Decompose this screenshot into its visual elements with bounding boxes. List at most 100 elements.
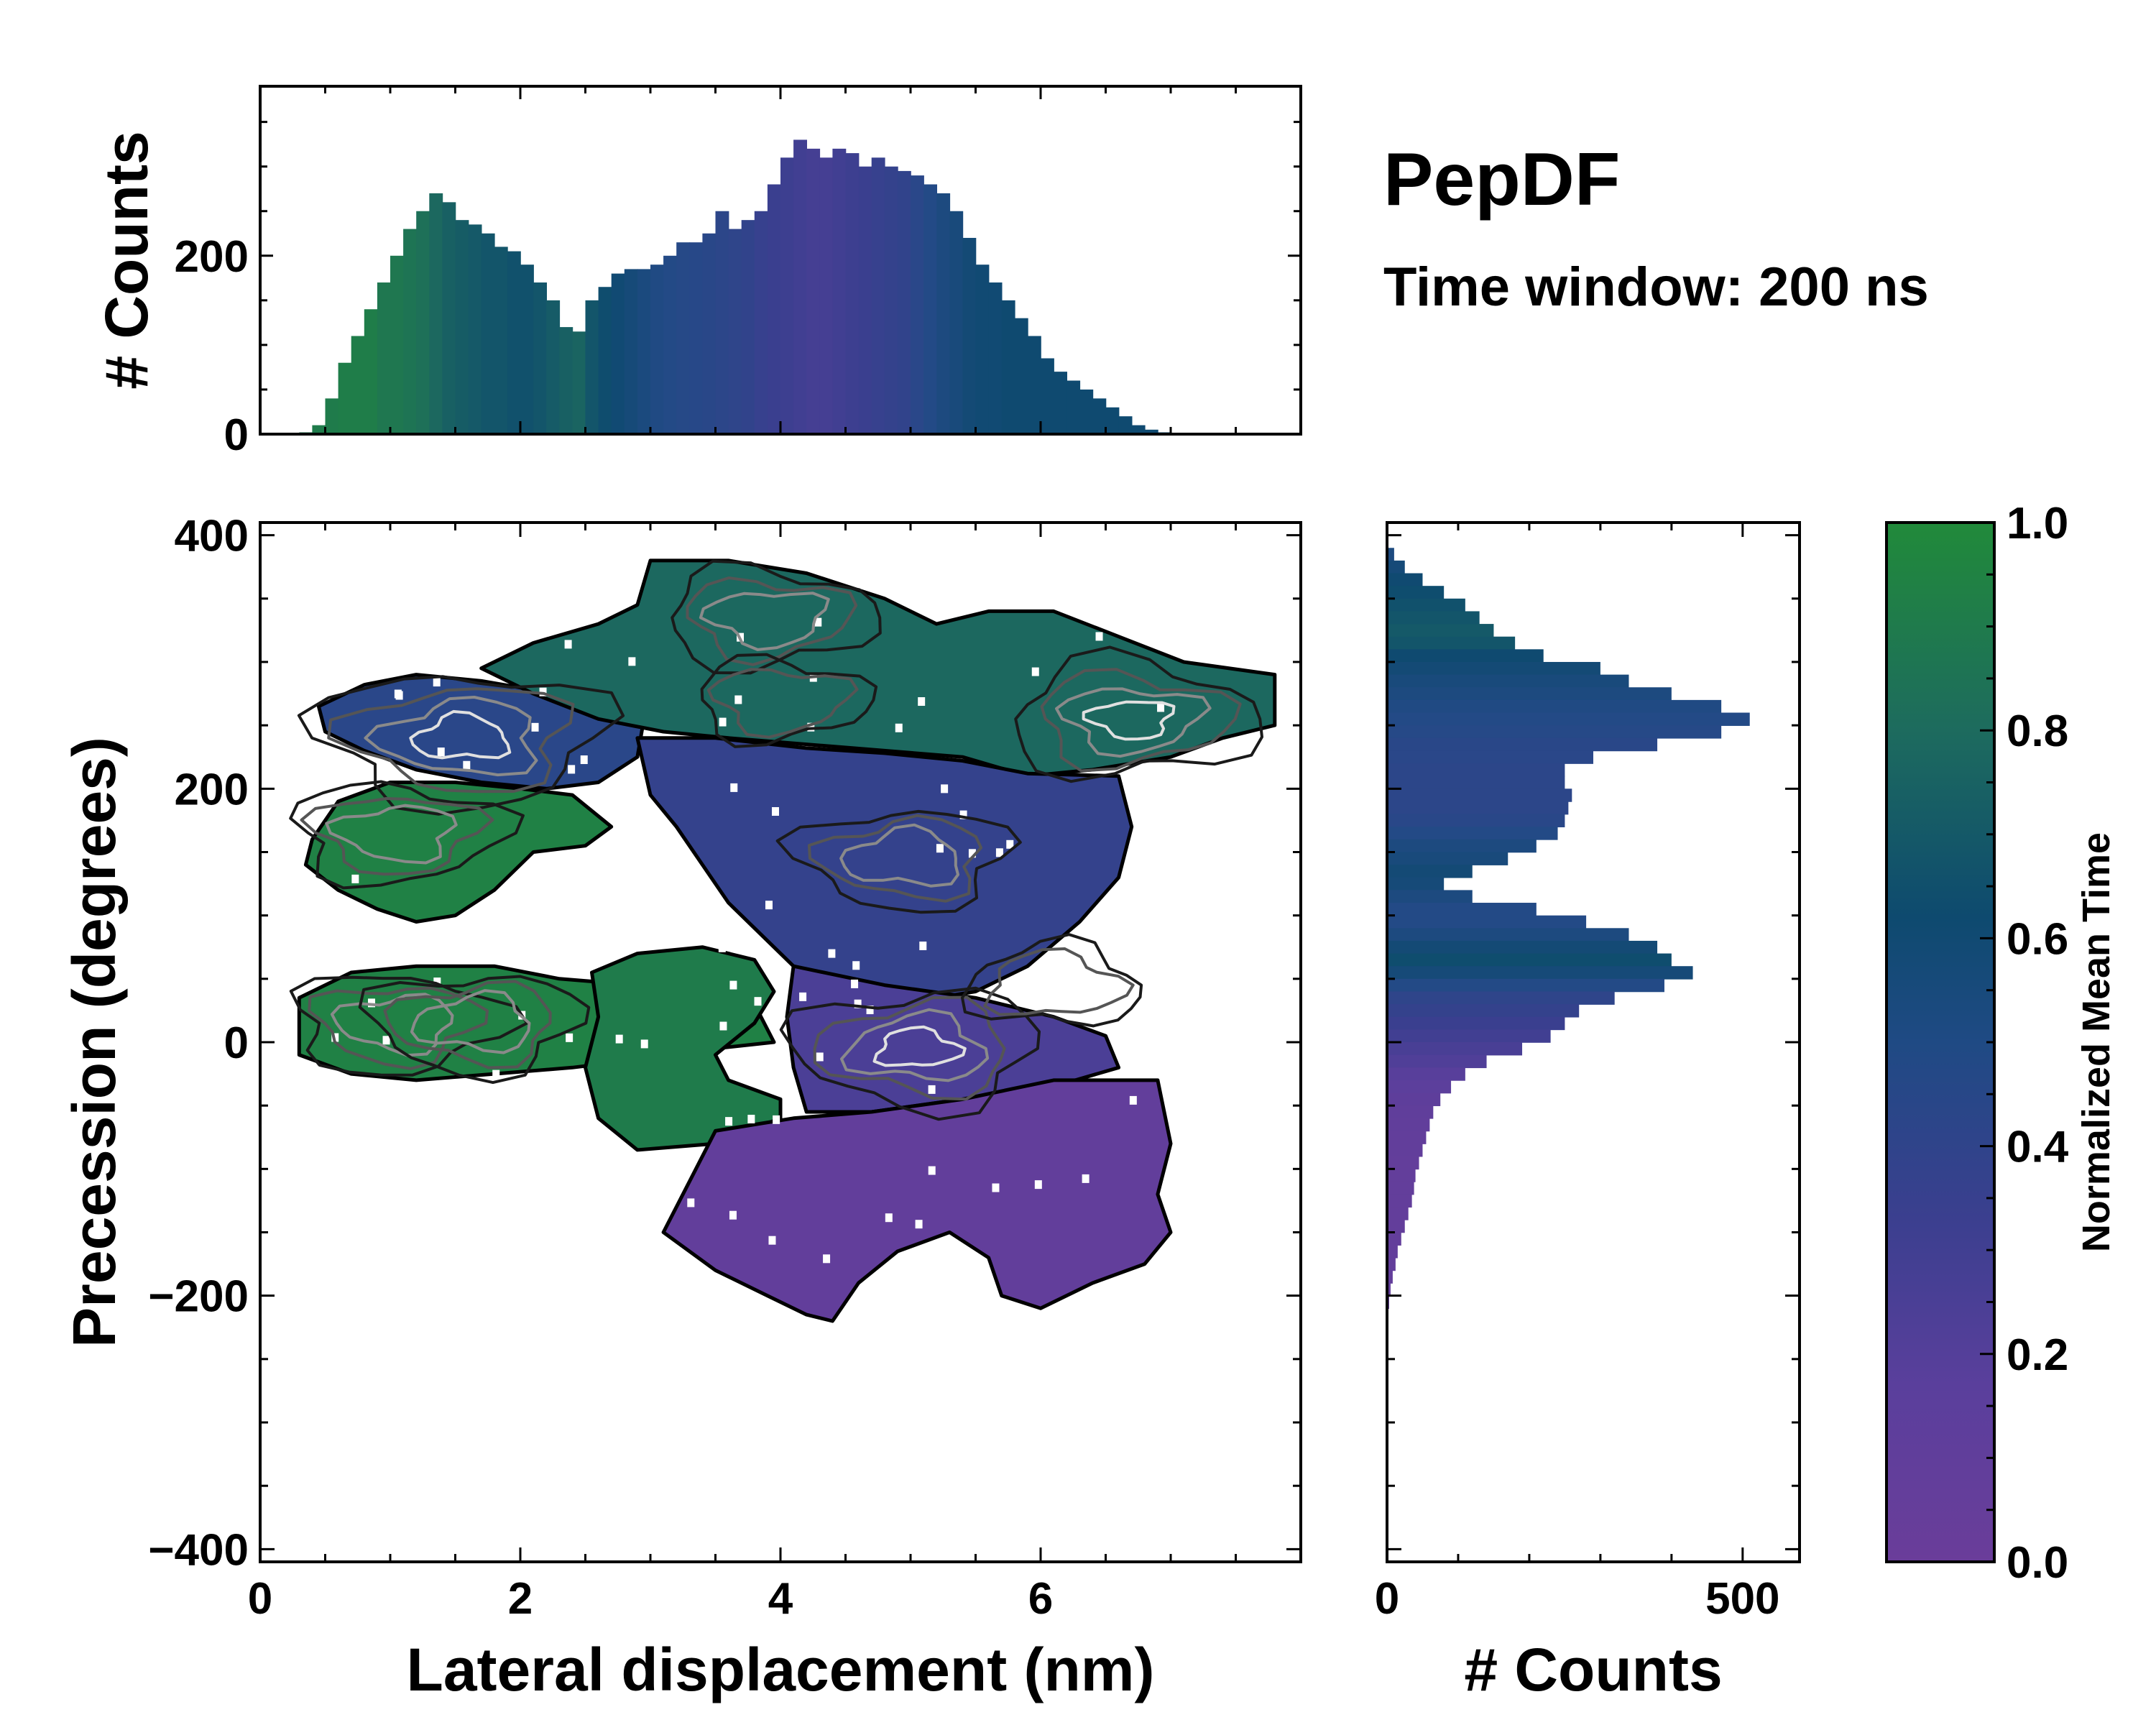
heatmap-empty-pixel (473, 1269, 481, 1279)
top-histogram-bar (780, 157, 794, 434)
heatmap-empty-pixel (437, 748, 445, 757)
right-histogram-bar (1387, 827, 1558, 840)
heatmap-empty-pixel (828, 949, 836, 958)
top-histogram-bar (715, 211, 729, 434)
heatmap-empty-pixel (765, 901, 773, 910)
heatmap-empty-pixel (396, 660, 404, 669)
heatmap-empty-pixel (478, 620, 486, 630)
main-y-tick-label: −200 (148, 1272, 249, 1322)
top-histogram-bar (494, 247, 508, 434)
heatmap-contour (364, 696, 538, 777)
heatmap-empty-pixel (492, 1070, 500, 1079)
right-histogram-bar (1387, 1016, 1565, 1031)
heatmap-empty-pixel (382, 1036, 390, 1045)
top-histogram-bar (871, 157, 885, 434)
right-histogram-bar (1387, 839, 1537, 853)
heatmap-region (479, 558, 1277, 778)
colorbar-tick-label: 0.0 (2007, 1538, 2068, 1588)
heatmap-contour (297, 675, 625, 816)
top-histogram-bar (1144, 429, 1158, 434)
heatmap-empty-pixel (447, 1123, 455, 1132)
heatmap-empty-pixel (1182, 1056, 1190, 1065)
right-histogram-bar (1387, 586, 1445, 599)
heatmap-empty-pixel (1082, 1174, 1089, 1183)
right-histogram-bar (1387, 636, 1516, 650)
top-histogram-bar (819, 157, 834, 434)
heatmap-empty-pixel (919, 941, 927, 950)
right-histogram-bar (1387, 1042, 1523, 1056)
right-histogram-bar (1387, 928, 1629, 942)
right-histogram-bar (1387, 712, 1750, 726)
right-histogram-bar (1387, 1270, 1393, 1284)
heatmap-contour (358, 975, 591, 1085)
right-histogram-bar (1387, 1080, 1452, 1094)
heatmap-empty-pixel (823, 1254, 831, 1264)
heatmap-empty-pixel (476, 1246, 484, 1255)
top-histogram-bar (897, 170, 911, 434)
right-histogram-bar (1387, 737, 1658, 752)
heatmap-region (661, 1078, 1173, 1323)
top-histogram-bar (1067, 380, 1081, 434)
main-y-tick-label: 400 (175, 512, 249, 561)
heatmap-empty-pixel (915, 1220, 923, 1229)
heatmap-empty-pixel (562, 1114, 570, 1123)
right-histogram-bar (1387, 611, 1480, 625)
heatmap-contour (671, 559, 882, 675)
heatmap-empty-pixel (928, 1085, 936, 1094)
right-histogram-bar (1387, 978, 1664, 993)
heatmap-empty-pixel (615, 1034, 623, 1044)
top-histogram-bar (338, 362, 352, 434)
heatmap-empty-pixel (866, 1006, 874, 1015)
top-histogram-bar (429, 193, 443, 434)
main-x-tick-label: 0 (248, 1574, 272, 1624)
colorbar-tick-label: 0.8 (2007, 707, 2068, 756)
right-marginal-histogram: 0 500 # Counts (1375, 521, 1801, 1703)
heatmap-empty-pixel (729, 980, 737, 990)
right-x-tick-label: 500 (1705, 1574, 1779, 1624)
top-histogram-bar (377, 282, 391, 434)
heatmap-contour (327, 687, 575, 794)
top-histogram-bar (364, 309, 378, 434)
top-marginal-histogram: 0 200 # Counts (93, 85, 1302, 460)
heatmap-empty-pixel (771, 806, 779, 816)
heatmap-contour (961, 933, 1143, 1028)
right-histogram-bar (1387, 1054, 1487, 1069)
heatmap-empty-pixel (428, 1109, 436, 1118)
heatmap-empty-pixel (941, 784, 949, 794)
heatmap-contour (779, 986, 1041, 1121)
top-histogram-bar (637, 269, 651, 434)
heatmap-empty-pixel (747, 1114, 755, 1123)
colorbar: 0.0 0.2 0.4 0.6 0.8 1.0 Normalized Mean Time (1885, 499, 2118, 1588)
heatmap-empty-pixel (725, 1117, 733, 1126)
right-histogram-bar (1387, 687, 1672, 701)
top-histogram-bar (767, 184, 781, 434)
right-histogram-bar (1387, 788, 1572, 802)
chart-subtitle: Time window: 200 ns (1383, 257, 1929, 318)
top-histogram-bar (1054, 372, 1067, 434)
heatmap-empty-pixel (968, 849, 976, 858)
right-histogram-bar (1387, 1067, 1465, 1081)
right-histogram-bar (1387, 1156, 1419, 1170)
heatmap-empty-pixel (1138, 823, 1146, 832)
top-histogram-bar (312, 425, 326, 434)
colorbar-gradient (1886, 523, 1994, 1562)
heatmap-empty-pixel (532, 1075, 540, 1084)
right-histogram-bar (1387, 649, 1544, 663)
colorbar-tick-label: 0.6 (2007, 914, 2068, 964)
heatmap-empty-pixel (719, 717, 727, 727)
colorbar-ticks: 0.0 0.2 0.4 0.6 0.8 1.0 (1980, 499, 2069, 1588)
colorbar-label: Normalized Mean Time (2075, 832, 2118, 1252)
top-panel-ticks: 0 200 (175, 86, 1302, 460)
main-x-tick-label: 2 (508, 1574, 533, 1624)
right-histogram-bar (1387, 1219, 1405, 1233)
right-histogram-bar (1387, 1092, 1441, 1106)
heatmap-empty-pixel (729, 1210, 737, 1220)
top-histogram-bar (1105, 407, 1120, 434)
heatmap-contour (409, 709, 512, 760)
top-ylabel: # Counts (93, 131, 160, 389)
top-histogram-bar (533, 282, 547, 434)
right-histogram-bar (1387, 624, 1494, 638)
top-histogram-bar (481, 233, 495, 434)
top-histogram-bar (468, 224, 482, 434)
right-histogram-bars (1387, 535, 1750, 1322)
